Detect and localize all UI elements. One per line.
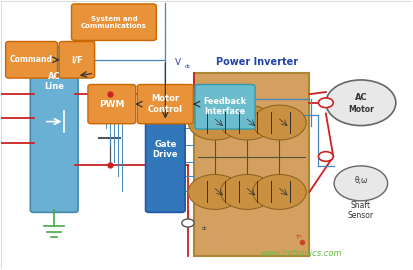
Text: Motor
Control: Motor Control — [148, 94, 183, 114]
FancyBboxPatch shape — [30, 47, 78, 212]
Text: AC: AC — [354, 93, 367, 102]
Text: www.cntronics.com: www.cntronics.com — [260, 249, 342, 258]
Text: dc: dc — [202, 226, 207, 231]
Text: θ,ω: θ,ω — [354, 176, 368, 185]
Circle shape — [318, 152, 333, 161]
Circle shape — [253, 105, 306, 140]
Text: Command: Command — [10, 55, 53, 64]
FancyBboxPatch shape — [88, 85, 136, 124]
FancyBboxPatch shape — [71, 4, 156, 40]
Text: Gate
Drive: Gate Drive — [152, 140, 178, 160]
Text: V: V — [175, 58, 181, 67]
Text: T°: T° — [296, 235, 303, 239]
Circle shape — [221, 174, 274, 210]
Circle shape — [326, 80, 396, 126]
Circle shape — [318, 98, 333, 108]
Text: Power Inverter: Power Inverter — [216, 58, 299, 68]
Text: Motor: Motor — [348, 105, 374, 114]
Circle shape — [188, 174, 242, 210]
Bar — [194, 73, 309, 256]
Text: System and
Communications: System and Communications — [81, 16, 147, 29]
Circle shape — [188, 105, 242, 140]
Text: PWM: PWM — [99, 100, 125, 109]
FancyBboxPatch shape — [59, 42, 95, 78]
Text: Shaft
Sensor: Shaft Sensor — [348, 201, 374, 220]
Text: I/F: I/F — [71, 55, 83, 64]
FancyBboxPatch shape — [195, 85, 255, 129]
Circle shape — [221, 105, 274, 140]
Text: AC
Line: AC Line — [44, 72, 64, 91]
Circle shape — [182, 219, 194, 227]
FancyBboxPatch shape — [6, 42, 57, 78]
FancyBboxPatch shape — [138, 85, 193, 124]
Circle shape — [334, 166, 388, 201]
Text: Feedback
Interface: Feedback Interface — [204, 97, 247, 116]
FancyBboxPatch shape — [145, 87, 185, 212]
Text: dc: dc — [185, 64, 191, 69]
Circle shape — [253, 174, 306, 210]
